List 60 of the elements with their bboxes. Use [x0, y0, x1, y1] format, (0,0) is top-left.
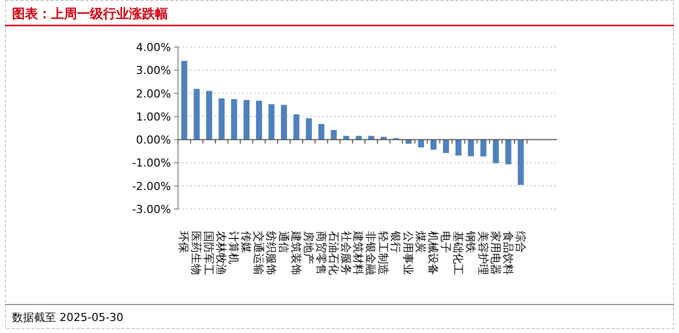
- bar: [231, 99, 238, 140]
- x-tick-label: 国防军工: [202, 231, 216, 275]
- x-tick-label: 房地产: [302, 231, 315, 264]
- bar: [505, 140, 512, 164]
- y-tick-label: -2.00%: [132, 180, 171, 193]
- bar: [181, 60, 188, 140]
- bar: [480, 140, 486, 156]
- bar: [330, 130, 337, 140]
- x-tick-label: 农林牧渔: [214, 231, 228, 275]
- x-tick-label: 商贸零售: [314, 231, 328, 275]
- bar: [518, 140, 524, 185]
- bar: [418, 140, 424, 148]
- x-tick-label: 银行: [389, 230, 402, 253]
- x-tick-label: 社会服务: [339, 231, 352, 275]
- bar: [430, 140, 437, 150]
- y-tick-label: -3.00%: [132, 203, 171, 216]
- x-tick-label: 电子: [438, 231, 452, 253]
- x-tick-label: 环保: [177, 231, 190, 253]
- y-tick-label: 2.00%: [136, 87, 171, 100]
- bar: [244, 100, 250, 140]
- x-tick-label: 医药生物: [190, 231, 203, 275]
- x-tick-label: 轻工制造: [376, 231, 390, 275]
- bar: [194, 88, 200, 140]
- x-tick-label: 公用事业: [402, 231, 415, 275]
- text: 数据截至 2025-05-30: [12, 311, 124, 324]
- x-tick-label: 建筑材料: [352, 230, 365, 275]
- bar: [468, 140, 474, 156]
- x-tick-label: 食品饮料: [501, 231, 514, 275]
- y-tick-label: 4.00%: [136, 41, 171, 54]
- bar: [256, 100, 262, 140]
- x-tick-label: 建筑装饰: [289, 230, 302, 275]
- x-tick-label: 计算机: [227, 231, 240, 264]
- bar: [293, 114, 300, 140]
- x-tick-label: 煤炭: [414, 231, 428, 253]
- bar: [280, 104, 287, 140]
- bar: [442, 140, 449, 153]
- x-tick-label: 综合: [514, 231, 527, 253]
- x-tick-label: 石油石化: [326, 231, 340, 275]
- y-tick-label: 0.00%: [136, 134, 171, 147]
- bar: [306, 118, 312, 140]
- x-tick-label: 钢铁: [464, 230, 477, 253]
- x-tick-label: 通信: [276, 231, 290, 253]
- y-tick-label: 1.00%: [136, 110, 171, 124]
- x-tick-label: 机械设备: [426, 231, 440, 275]
- bar: [268, 104, 274, 140]
- x-tick-label: 交通运输: [252, 231, 266, 275]
- chart-title: 图表：上周一级行业涨跌幅: [12, 7, 168, 22]
- bar: [455, 140, 462, 156]
- bar: [206, 90, 212, 140]
- bar: [218, 98, 225, 140]
- x-tick-label: 基础化工: [451, 231, 464, 275]
- x-tick-label: 非银金融: [364, 231, 378, 275]
- x-tick-label: 纺织服饰: [264, 231, 278, 275]
- x-tick-label: 美容护理: [476, 231, 490, 275]
- y-tick-label: -1.00%: [132, 156, 171, 170]
- x-tick-label: 家用电器: [488, 231, 502, 275]
- bar: [318, 124, 324, 140]
- x-tick-label: 传媒: [240, 231, 253, 253]
- bar: [492, 140, 499, 164]
- y-tick-label: 3.00%: [136, 64, 171, 78]
